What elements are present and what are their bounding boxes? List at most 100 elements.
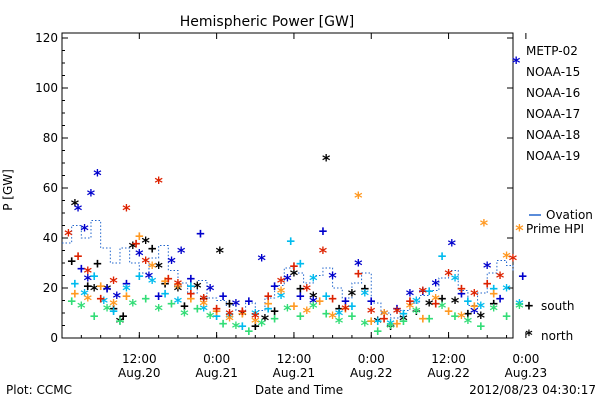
data-point: + bbox=[219, 316, 227, 332]
x-tick-label-time: 12:00 bbox=[277, 352, 312, 366]
data-point: + bbox=[373, 314, 381, 330]
data-point: + bbox=[464, 306, 472, 322]
data-point: * bbox=[250, 313, 260, 332]
data-point: * bbox=[112, 288, 122, 307]
data-point: + bbox=[386, 319, 394, 335]
data-point: + bbox=[167, 296, 175, 312]
x-tick-label-date: Aug.20 bbox=[118, 366, 161, 380]
data-point: + bbox=[251, 319, 259, 335]
data-point: * bbox=[289, 266, 299, 285]
data-point: * bbox=[83, 291, 93, 310]
legend-entry: NOAA-18 bbox=[526, 128, 580, 142]
data-point: + bbox=[193, 301, 201, 317]
data-point: * bbox=[225, 308, 235, 327]
data-point: * bbox=[321, 151, 331, 170]
data-point: + bbox=[431, 296, 439, 312]
data-point: + bbox=[67, 294, 75, 310]
data-point: * bbox=[73, 201, 83, 220]
data-point: + bbox=[457, 281, 465, 297]
data-point: * bbox=[508, 251, 518, 270]
data-point: * bbox=[354, 256, 364, 275]
data-point: + bbox=[212, 301, 220, 317]
data-point: + bbox=[122, 289, 130, 305]
data-point: + bbox=[264, 301, 272, 317]
data-point: * bbox=[109, 296, 119, 315]
data-point: + bbox=[438, 249, 446, 265]
data-point: * bbox=[154, 173, 164, 192]
data-point: + bbox=[489, 281, 497, 297]
data-point: + bbox=[212, 304, 220, 320]
x-tick-label-time: 12:00 bbox=[431, 352, 466, 366]
y-tick-label: 60 bbox=[43, 181, 58, 195]
data-point: + bbox=[119, 309, 127, 325]
data-point: * bbox=[515, 221, 525, 240]
data-point: * bbox=[308, 293, 318, 312]
data-point: + bbox=[200, 291, 208, 307]
data-point: * bbox=[418, 283, 428, 302]
data-point: * bbox=[302, 281, 312, 300]
data-point: * bbox=[257, 251, 267, 270]
data-point: + bbox=[406, 294, 414, 310]
data-point: * bbox=[147, 273, 157, 292]
data-point: + bbox=[399, 314, 407, 330]
data-point: + bbox=[373, 324, 381, 340]
data-point: + bbox=[367, 294, 375, 310]
data-point: * bbox=[173, 276, 183, 295]
data-point: + bbox=[496, 291, 504, 307]
data-point: * bbox=[283, 301, 293, 320]
data-point: + bbox=[154, 289, 162, 305]
data-point: * bbox=[83, 263, 93, 282]
y-tick-label: 40 bbox=[43, 231, 58, 245]
data-point: * bbox=[495, 268, 505, 287]
data-point: * bbox=[154, 301, 164, 320]
data-point: + bbox=[122, 276, 130, 292]
data-point: * bbox=[93, 166, 103, 185]
data-point: + bbox=[109, 301, 117, 317]
data-point: * bbox=[444, 266, 454, 285]
data-point: + bbox=[109, 304, 117, 320]
data-point: + bbox=[238, 304, 246, 320]
data-point: * bbox=[276, 273, 286, 292]
data-point: + bbox=[425, 311, 433, 327]
data-point: + bbox=[67, 254, 75, 270]
data-point: + bbox=[270, 279, 278, 295]
data-point: + bbox=[315, 294, 323, 310]
ovation-legend-label-line2: Prime HPI bbox=[526, 222, 584, 236]
data-point: * bbox=[64, 226, 74, 245]
data-point: * bbox=[470, 303, 480, 322]
data-point: + bbox=[196, 226, 204, 242]
data-point: + bbox=[322, 289, 330, 305]
y-tick-label: 20 bbox=[43, 281, 58, 295]
data-point: + bbox=[470, 299, 478, 315]
data-point: + bbox=[264, 296, 272, 312]
legend-entry: METP-02 bbox=[526, 44, 578, 58]
data-point: + bbox=[328, 291, 336, 307]
data-point: + bbox=[135, 269, 143, 285]
data-point: + bbox=[287, 234, 295, 250]
data-point: + bbox=[270, 304, 278, 320]
x-tick-label-time: 0:00 bbox=[512, 352, 539, 366]
data-point: * bbox=[450, 271, 460, 290]
data-point: * bbox=[225, 306, 235, 325]
data-point: + bbox=[425, 284, 433, 300]
data-point: * bbox=[457, 308, 467, 327]
data-point: * bbox=[328, 308, 338, 327]
data-point: * bbox=[379, 306, 389, 325]
data-point: + bbox=[518, 269, 526, 285]
ovation-legend-label-line1: Ovation bbox=[546, 208, 593, 222]
data-point: + bbox=[483, 276, 491, 292]
data-point: * bbox=[199, 301, 209, 320]
data-point: * bbox=[128, 238, 138, 257]
data-point: * bbox=[225, 311, 235, 330]
data-point: * bbox=[89, 281, 99, 300]
data-point: * bbox=[479, 216, 489, 235]
data-point: * bbox=[80, 286, 90, 305]
data-point: + bbox=[296, 309, 304, 325]
data-point: * bbox=[147, 258, 157, 277]
ovation-prime-hpi-line bbox=[62, 220, 514, 319]
data-point: + bbox=[148, 241, 156, 257]
data-point: * bbox=[199, 291, 209, 310]
data-point: + bbox=[245, 294, 253, 310]
data-point: * bbox=[386, 318, 396, 337]
legend: METP-02 NOAA-15 NOAA-16 NOAA-17 NOAA-18 NOAA-… bbox=[526, 44, 580, 163]
